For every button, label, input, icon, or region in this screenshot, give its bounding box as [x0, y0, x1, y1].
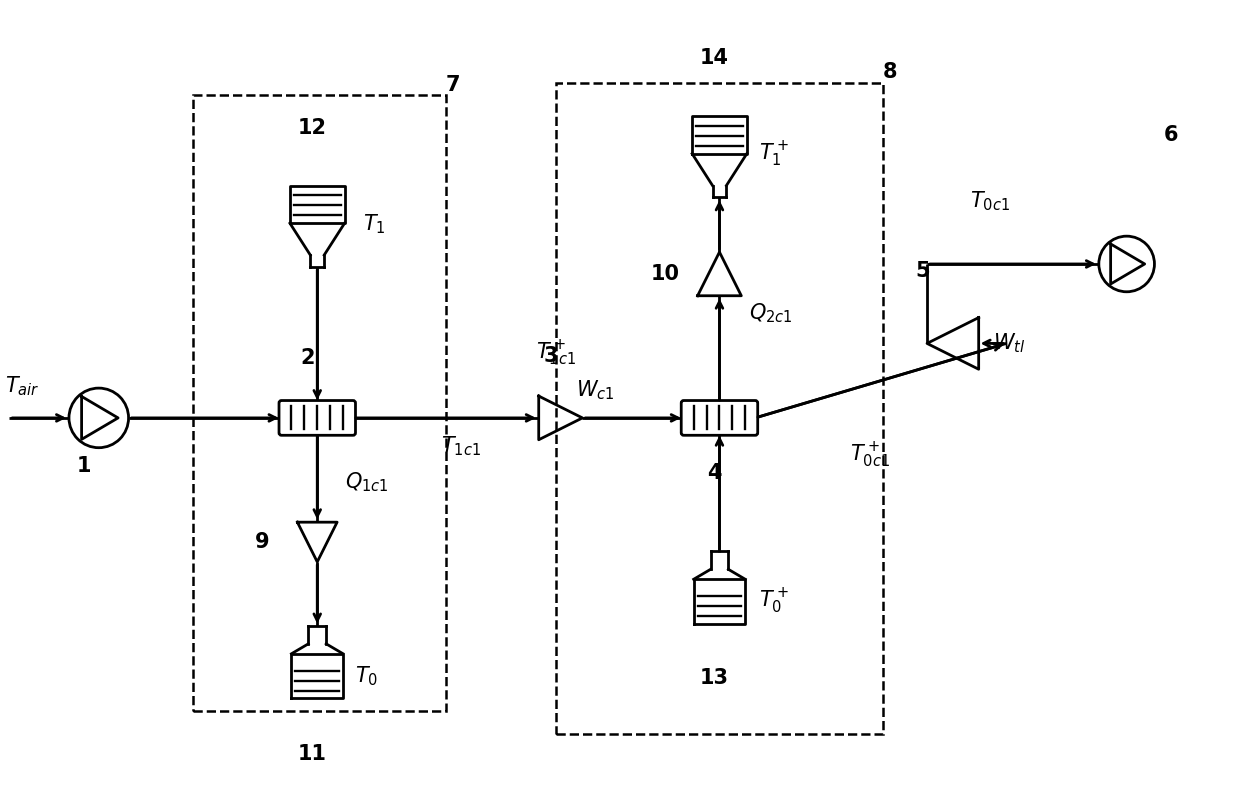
Text: $T_1^+$: $T_1^+$	[759, 140, 789, 170]
FancyBboxPatch shape	[681, 401, 758, 436]
Text: $W_{tl}$: $W_{tl}$	[993, 331, 1025, 356]
Text: 10: 10	[650, 264, 680, 284]
Text: 11: 11	[298, 743, 327, 764]
Text: 13: 13	[701, 668, 729, 688]
Text: $T_{1c1}^+$: $T_{1c1}^+$	[536, 339, 575, 368]
Text: 8: 8	[883, 62, 898, 82]
Text: 2: 2	[300, 348, 315, 368]
Text: $W_{c1}$: $W_{c1}$	[577, 378, 615, 402]
Text: 12: 12	[298, 118, 327, 138]
FancyBboxPatch shape	[279, 401, 356, 436]
Text: 1: 1	[77, 456, 91, 476]
Text: $T_0^+$: $T_0^+$	[759, 587, 789, 617]
Bar	[556, 83, 883, 734]
Text: $T_0$: $T_0$	[356, 664, 378, 688]
Text: $T_{1c1}$: $T_{1c1}$	[441, 434, 481, 457]
Text: $T_{air}$: $T_{air}$	[5, 374, 40, 398]
Text: $T_{0c1}^+$: $T_{0c1}^+$	[851, 441, 890, 470]
Text: 9: 9	[255, 532, 270, 552]
Text: $T_{0c1}$: $T_{0c1}$	[970, 190, 1009, 213]
Text: 14: 14	[701, 48, 729, 69]
Text: 6: 6	[1164, 125, 1178, 145]
Text: $Q_{1c1}$: $Q_{1c1}$	[345, 470, 388, 494]
Text: $Q_{2c1}$: $Q_{2c1}$	[749, 302, 792, 326]
Text: 4: 4	[707, 462, 722, 482]
Text: 5: 5	[916, 261, 930, 281]
Bar	[193, 95, 446, 711]
Text: 7: 7	[446, 75, 460, 95]
Text: $T_1$: $T_1$	[362, 213, 386, 236]
Text: 3: 3	[543, 347, 558, 366]
